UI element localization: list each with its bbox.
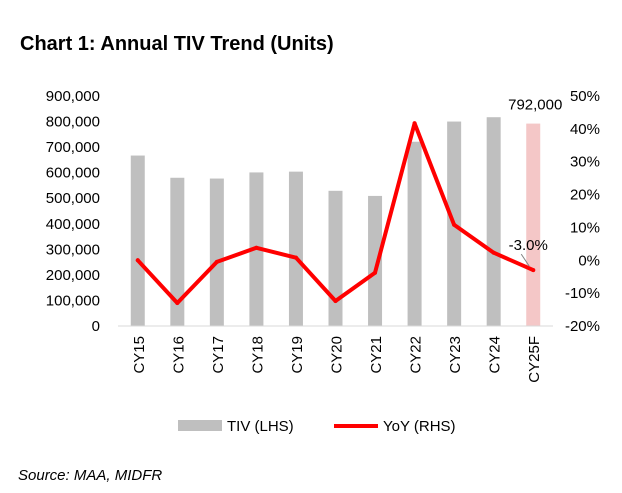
yoy-point bbox=[254, 245, 259, 250]
y-right-tick-label: -10% bbox=[565, 285, 600, 302]
tiv-bar bbox=[486, 117, 501, 326]
line-data-label: -3.0% bbox=[509, 237, 548, 254]
yoy-point bbox=[293, 255, 298, 260]
y-left-tick-label: 200,000 bbox=[46, 267, 100, 284]
y-left-tick-label: 400,000 bbox=[46, 216, 100, 233]
y-right-tick-label: 0% bbox=[578, 252, 600, 269]
y-left-tick-label: 800,000 bbox=[46, 114, 100, 131]
tiv-bar bbox=[407, 141, 422, 326]
yoy-point bbox=[531, 268, 536, 273]
y-left-tick-label: 600,000 bbox=[46, 165, 100, 182]
legend-label-tiv: TIV (LHS) bbox=[227, 418, 294, 435]
tiv-bar bbox=[526, 123, 541, 326]
y-right-tick-label: 40% bbox=[570, 121, 600, 138]
y-left-tick-label: 0 bbox=[92, 318, 100, 335]
x-tick-label: CY19 bbox=[289, 336, 306, 374]
y-right-tick-label: 30% bbox=[570, 154, 600, 171]
chart-title: Chart 1: Annual TIV Trend (Units) bbox=[20, 33, 334, 55]
y-right-tick-label: -20% bbox=[565, 318, 600, 335]
yoy-point bbox=[412, 121, 417, 126]
yoy-point bbox=[333, 299, 338, 304]
y-left-tick-label: 700,000 bbox=[46, 139, 100, 156]
tiv-bar bbox=[328, 190, 343, 326]
line-label-leader bbox=[520, 253, 530, 267]
legend-label-yoy: YoY (RHS) bbox=[383, 418, 456, 435]
yoy-point bbox=[135, 258, 140, 263]
y-left-tick-label: 300,000 bbox=[46, 241, 100, 258]
x-tick-label: CY21 bbox=[368, 336, 385, 374]
tiv-bar bbox=[170, 177, 185, 326]
y-left-tick-label: 900,000 bbox=[46, 88, 100, 105]
y-right-tick-label: 20% bbox=[570, 187, 600, 204]
x-tick-label: CY23 bbox=[447, 336, 464, 374]
tiv-bar bbox=[130, 155, 145, 326]
x-tick-label: CY20 bbox=[329, 336, 346, 374]
x-tick-label: CY25F bbox=[526, 336, 543, 383]
tiv-bar bbox=[209, 178, 224, 326]
y-right-tick-label: 10% bbox=[570, 219, 600, 236]
yoy-point bbox=[452, 222, 457, 227]
yoy-point bbox=[214, 259, 219, 264]
legend-swatch-tiv bbox=[178, 420, 222, 431]
yoy-point bbox=[175, 301, 180, 305]
yoy-point bbox=[373, 270, 378, 275]
y-right-tick-label: 50% bbox=[570, 88, 600, 105]
x-tick-label: CY17 bbox=[210, 336, 227, 374]
yoy-point bbox=[491, 250, 496, 255]
x-tick-label: CY24 bbox=[487, 336, 504, 374]
y-left-tick-label: 500,000 bbox=[46, 190, 100, 207]
tiv-bar bbox=[368, 195, 383, 326]
source-note: Source: MAA, MIDFR bbox=[18, 467, 163, 484]
bar-data-label: 792,000 bbox=[508, 97, 562, 114]
tiv-bar bbox=[288, 171, 303, 326]
x-tick-label: CY18 bbox=[249, 336, 266, 374]
x-tick-label: CY15 bbox=[131, 336, 148, 374]
y-left-tick-label: 100,000 bbox=[46, 292, 100, 309]
x-tick-label: CY22 bbox=[408, 336, 425, 374]
x-tick-label: CY16 bbox=[170, 336, 187, 374]
